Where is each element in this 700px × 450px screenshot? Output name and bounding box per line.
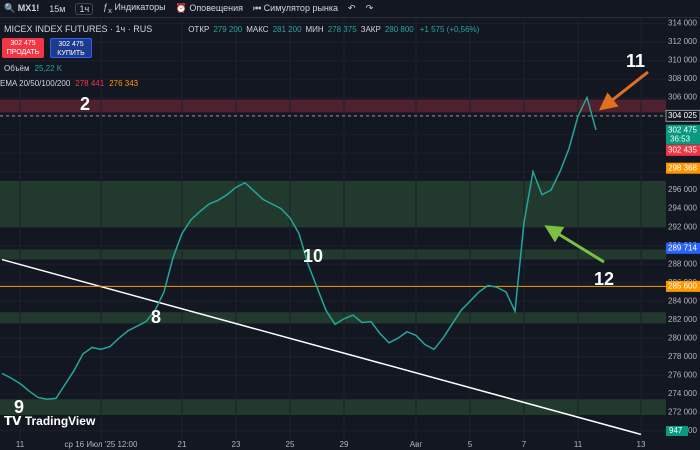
replay[interactable]: ⏮ Симулятор рынка bbox=[253, 3, 339, 13]
y-tick-label: 272 000 bbox=[668, 407, 697, 416]
x-tick-label: 23 bbox=[232, 440, 241, 449]
price-label: 298 368 bbox=[668, 163, 697, 172]
ema-label: EMA 20/50/100/200 bbox=[0, 79, 71, 88]
undo[interactable]: ↶ bbox=[348, 3, 356, 13]
volume-label-bg bbox=[666, 426, 688, 436]
x-tick-label: 7 bbox=[522, 440, 527, 449]
annotation: 2 bbox=[80, 94, 90, 114]
y-tick-label: 292 000 bbox=[668, 222, 697, 231]
price-label: 285 600 bbox=[668, 281, 697, 290]
y-tick-label: 288 000 bbox=[668, 259, 697, 268]
x-tick-label: 11 bbox=[574, 440, 583, 449]
indicators[interactable]: ƒx Индикаторы bbox=[103, 2, 166, 15]
buy-label: КУПИТЬ bbox=[57, 50, 85, 57]
ohlc-value: 280 800 bbox=[384, 24, 414, 34]
legend: MICEX INDEX FUTURES · 1ч · RUS ОТКР 279 2… bbox=[4, 24, 479, 34]
ohlc-label: ЗАКР bbox=[360, 24, 381, 34]
x-tick-label: Авг bbox=[410, 440, 423, 449]
sell-button[interactable]: 302 475 ПРОДАТЬ bbox=[2, 38, 44, 58]
ema-value: 278 441 bbox=[75, 79, 105, 88]
y-tick-label: 282 000 bbox=[668, 315, 697, 324]
interval[interactable]: 15м bbox=[49, 3, 66, 14]
symbol[interactable]: 🔍 MX1! bbox=[4, 3, 40, 13]
sell-label: ПРОДАТЬ bbox=[6, 49, 40, 56]
watermark: 𝗧𝗩 TradingView bbox=[4, 414, 96, 428]
y-tick-label: 278 000 bbox=[668, 352, 697, 361]
y-tick-label: 310 000 bbox=[668, 56, 697, 65]
ohlc-label: МАКС bbox=[246, 24, 269, 34]
ohlc-label: ОТКР bbox=[188, 24, 210, 34]
price-label: 302 435 bbox=[668, 145, 697, 154]
ema-value: 276 343 bbox=[109, 79, 139, 88]
x-tick-label: 21 bbox=[178, 440, 187, 449]
volume-value: 25,22 K bbox=[34, 64, 63, 73]
watermark-text: TradingView bbox=[24, 414, 96, 428]
indicators-label: Индикаторы bbox=[114, 2, 166, 13]
volume-last: 947 bbox=[669, 426, 683, 435]
ohlc-label: МИН bbox=[305, 24, 324, 34]
price-label-bg bbox=[666, 280, 700, 292]
x-tick-label: 13 bbox=[637, 440, 646, 449]
price-label: 289 714 bbox=[668, 243, 697, 252]
y-tick-label: 280 000 bbox=[668, 333, 697, 342]
x-tick-label: 25 bbox=[286, 440, 295, 449]
price-label-bg bbox=[666, 242, 700, 254]
trendline bbox=[1, 258, 642, 436]
annotation: 9 bbox=[14, 397, 24, 417]
ohlc-value: 278 375 bbox=[327, 24, 357, 34]
price-line-series bbox=[1, 95, 597, 401]
redo[interactable]: ↷ bbox=[365, 3, 374, 13]
zone bbox=[0, 180, 666, 228]
interval[interactable]: 1ч bbox=[75, 2, 94, 15]
ohlc-value: 279 200 bbox=[213, 24, 243, 34]
price-label-bg bbox=[666, 124, 700, 145]
x-tick-label: 29 bbox=[340, 440, 349, 449]
price-label: 302 475 bbox=[668, 125, 697, 134]
y-tick-label: 284 000 bbox=[668, 296, 697, 305]
arrow bbox=[598, 70, 649, 111]
annotation: 12 bbox=[594, 269, 614, 289]
alerts[interactable]: ⏰ Оповещения bbox=[175, 3, 244, 13]
zone bbox=[0, 399, 666, 416]
chart-title: MICEX INDEX FUTURES · 1ч · RUS bbox=[4, 24, 153, 34]
countdown: 36:53 bbox=[670, 134, 691, 143]
buy-price: 302 475 bbox=[58, 41, 84, 48]
price-label-bg bbox=[666, 144, 700, 156]
volume-label: Объём bbox=[4, 64, 30, 73]
price-label: 304 025 bbox=[668, 111, 697, 120]
arrow bbox=[544, 225, 605, 264]
ohlc-value: 281 200 bbox=[272, 24, 302, 34]
y-tick-label: 274 000 bbox=[668, 389, 697, 398]
x-tick-label: ср 16 Июл '25 12:00 bbox=[65, 440, 138, 449]
ohlc: ОТКР 279 200 МАКС 281 200 МИН 278 375 ЗАКР 280 … bbox=[188, 25, 414, 34]
annotation: 11 bbox=[626, 51, 645, 71]
annotation: 10 bbox=[303, 246, 323, 266]
change: +1 575 (+0,56%) bbox=[419, 24, 480, 34]
price-label-bg bbox=[665, 109, 700, 122]
x-tick-label: 11 bbox=[16, 440, 25, 449]
x-tick-label: 5 bbox=[468, 440, 473, 449]
ema-legend: EMA 20/50/100/200 278 441 276 343 bbox=[0, 79, 138, 88]
time-axis bbox=[0, 440, 700, 450]
price-label-bg bbox=[666, 162, 700, 174]
zone bbox=[0, 99, 666, 113]
alerts-label: Оповещения bbox=[189, 3, 244, 13]
y-tick-label: 308 000 bbox=[668, 74, 697, 83]
y-tick-label: 306 000 bbox=[668, 93, 697, 102]
y-tick-label: 312 000 bbox=[668, 37, 697, 46]
buy-button[interactable]: 302 475 КУПИТЬ bbox=[50, 38, 92, 58]
sell-price: 302 475 bbox=[10, 40, 36, 47]
volume-legend: Объём 25,22 K bbox=[4, 64, 62, 73]
zone bbox=[0, 249, 666, 260]
replay-label: Симулятор рынка bbox=[263, 3, 339, 13]
zone bbox=[0, 312, 666, 324]
y-tick-label: 296 000 bbox=[668, 185, 697, 194]
annotation: 8 bbox=[151, 307, 161, 327]
y-tick-label: 294 000 bbox=[668, 204, 697, 213]
y-tick-label: 276 000 bbox=[668, 370, 697, 379]
toolbar: 🔍 MX1! 15м 1ч ƒx Индикаторы ⏰ Оповещения… bbox=[0, 0, 700, 18]
y-tick-label: 314 000 bbox=[668, 19, 697, 28]
